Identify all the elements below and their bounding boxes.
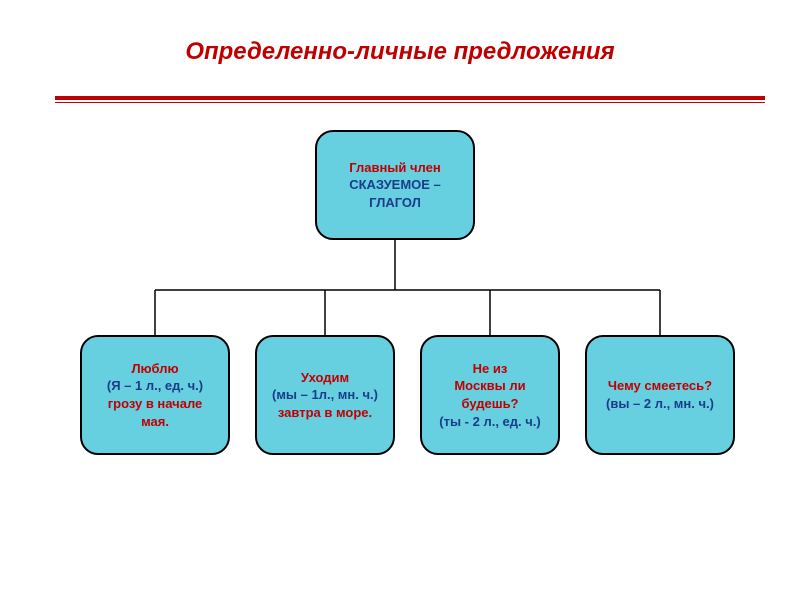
node-text-line: ГЛАГОЛ [369, 194, 421, 212]
node-text-line: (вы – 2 л., мн. ч.) [606, 395, 714, 413]
node-text-line: (мы – 1л., мн. ч.) [272, 386, 378, 404]
node-text-line: Москвы ли [454, 377, 525, 395]
child-node-3: Чему смеетесь?(вы – 2 л., мн. ч.) [585, 335, 735, 455]
node-text-line: грозу в начале [108, 395, 203, 413]
node-text-line: будешь? [461, 395, 518, 413]
child-node-0: Люблю(Я – 1 л., ед. ч.)грозу в началемая… [80, 335, 230, 455]
node-text-line: Уходим [301, 369, 349, 387]
node-text-line: СКАЗУЕМОЕ – [349, 176, 441, 194]
node-text-line: (ты - 2 л., ед. ч.) [439, 413, 540, 431]
node-text-line: мая. [141, 413, 169, 431]
title-underline [55, 96, 765, 102]
root-node: Главный членСКАЗУЕМОЕ –ГЛАГОЛ [315, 130, 475, 240]
slide-title: Определенно-личные предложения [0, 0, 800, 66]
node-text-line: Не из [473, 360, 508, 378]
child-node-2: Не изМосквы либудешь?(ты - 2 л., ед. ч.) [420, 335, 560, 455]
slide: Определенно-личные предложения Главный ч… [0, 0, 800, 600]
node-text-line: Чему смеетесь? [608, 377, 712, 395]
node-text-line: Главный член [349, 159, 440, 177]
node-text-line: завтра в море. [278, 404, 372, 422]
child-node-1: Уходим(мы – 1л., мн. ч.)завтра в море. [255, 335, 395, 455]
node-text-line: Люблю [131, 360, 178, 378]
node-text-line: (Я – 1 л., ед. ч.) [107, 377, 203, 395]
hierarchy-diagram: Главный членСКАЗУЕМОЕ –ГЛАГОЛ Люблю(Я – 1… [0, 120, 800, 600]
